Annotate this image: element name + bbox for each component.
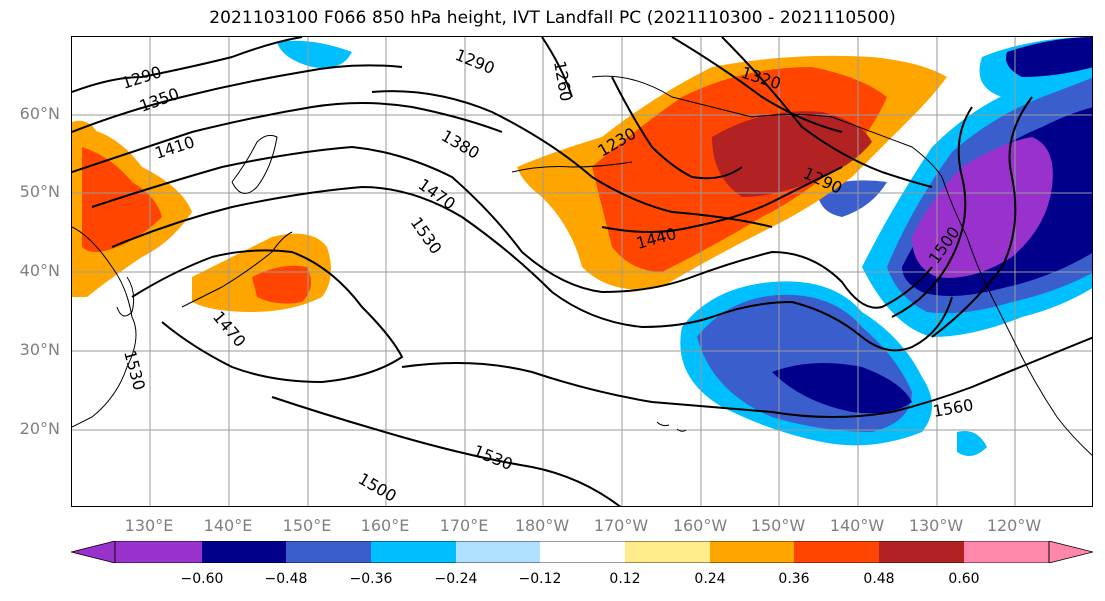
lat-label-40n: 40°N bbox=[19, 261, 60, 280]
colorbar-bin bbox=[202, 541, 286, 563]
colorbar-tick-label: −0.24 bbox=[434, 571, 478, 587]
na-west-coast bbox=[941, 176, 1092, 456]
contour-label: 1530 bbox=[471, 441, 516, 474]
map-svg: 1290 1350 1410 1290 1260 1320 1380 1230 … bbox=[72, 37, 1092, 506]
colorbar-bin bbox=[456, 541, 540, 563]
colorbar-bin bbox=[540, 541, 625, 563]
colorbar-tick-label: −0.36 bbox=[349, 571, 393, 587]
alaska-coast bbox=[591, 75, 943, 178]
colorbar-frame bbox=[114, 541, 1050, 563]
colorbar-tick-label: 0.36 bbox=[778, 571, 810, 587]
contour-1530-south bbox=[271, 396, 621, 506]
hawaii bbox=[656, 421, 687, 432]
contour-label: 1500 bbox=[355, 469, 400, 506]
contour-label: 1350 bbox=[137, 84, 182, 116]
colorbar-bin bbox=[286, 541, 371, 563]
colorbar-bin bbox=[794, 541, 879, 563]
lon-label-150w: 150°W bbox=[750, 516, 806, 535]
lon-label-140e: 140°E bbox=[203, 516, 253, 535]
contour-1470 bbox=[91, 145, 933, 309]
lon-label-160w: 160°W bbox=[672, 516, 728, 535]
contour-1560 bbox=[401, 336, 1092, 418]
colorbar-tick-label: 0.24 bbox=[694, 571, 726, 587]
lon-label-160e: 160°E bbox=[360, 516, 410, 535]
lat-label-20n: 20°N bbox=[19, 419, 60, 438]
ivt-neg-east-purple bbox=[912, 137, 1053, 278]
colorbar-tick-label: 0.12 bbox=[609, 571, 641, 587]
japan-coast bbox=[181, 231, 293, 308]
lat-label-30n: 30°N bbox=[19, 340, 60, 359]
colorbar-extend-high bbox=[1048, 541, 1093, 563]
colorbar-bin bbox=[710, 541, 794, 563]
colorbar-bin bbox=[879, 541, 964, 563]
ivt-neg-dark bbox=[772, 363, 912, 414]
ivt-pos-west-tip bbox=[72, 120, 97, 148]
contour-east-ridge-1 bbox=[891, 106, 973, 318]
lat-label-60n: 60°N bbox=[19, 104, 60, 123]
contour-1230 bbox=[611, 76, 743, 180]
ivt-neg-small-1 bbox=[277, 40, 352, 68]
contour-1440 bbox=[601, 166, 843, 233]
ivt-neg-small-2 bbox=[957, 431, 987, 456]
contour-1530-west bbox=[131, 249, 404, 384]
ivt-neg-north-dark bbox=[1006, 37, 1092, 77]
asia-coast bbox=[72, 226, 137, 428]
colorbar bbox=[71, 541, 1093, 563]
colorbar-bin bbox=[115, 541, 202, 563]
aleutian-chain bbox=[511, 161, 633, 173]
contour-1380 bbox=[371, 90, 773, 228]
colorbar-tick-label: −0.12 bbox=[518, 571, 562, 587]
contour-label: 1290 bbox=[119, 62, 164, 93]
contour-label: 1380 bbox=[438, 126, 483, 163]
gridlines bbox=[72, 37, 1092, 506]
lon-label-140w: 140°W bbox=[829, 516, 885, 535]
contour-1260 bbox=[541, 37, 573, 98]
contour-1350 bbox=[72, 64, 403, 133]
lon-label-120w: 120°W bbox=[986, 516, 1042, 535]
contour-label: 1530 bbox=[407, 213, 446, 257]
korea-coast bbox=[116, 276, 135, 317]
contour-1290-west bbox=[72, 37, 303, 93]
lon-label-150e: 150°E bbox=[282, 516, 332, 535]
height-contours bbox=[72, 37, 1092, 506]
colorbar-tick-label: 0.60 bbox=[948, 571, 980, 587]
contour-label: 1470 bbox=[415, 175, 459, 214]
colorbar-bin bbox=[964, 541, 1049, 563]
contour-label: 1530 bbox=[120, 348, 149, 392]
colorbar-tick-label: −0.60 bbox=[180, 571, 224, 587]
map-title: 2021103100 F066 850 hPa height, IVT Land… bbox=[209, 8, 896, 28]
lon-label-180w: 180°W bbox=[514, 516, 570, 535]
ivt-pos-pacific-darkred bbox=[712, 111, 872, 197]
contour-1320 bbox=[671, 37, 843, 133]
lon-label-130w: 130°W bbox=[908, 516, 964, 535]
contour-label: 1410 bbox=[152, 132, 197, 163]
lon-label-170w: 170°W bbox=[593, 516, 649, 535]
colorbar-bin bbox=[371, 541, 456, 563]
lat-label-50n: 50°N bbox=[19, 182, 60, 201]
colorbar-extend-low bbox=[71, 541, 116, 563]
colorbar-bin bbox=[625, 541, 710, 563]
contour-label: 1260 bbox=[550, 59, 576, 102]
colorbar-tick-label: −0.48 bbox=[264, 571, 308, 587]
ivt-pos-japan-red bbox=[252, 265, 311, 304]
kamchatka-coast bbox=[231, 134, 278, 194]
contour-east-ridge-2 bbox=[931, 96, 1033, 338]
colorbar-tick-label: 0.48 bbox=[863, 571, 895, 587]
ivt-pos-asia-red bbox=[82, 147, 162, 252]
contour-1410 bbox=[72, 102, 503, 173]
contour-1290-east bbox=[721, 37, 933, 188]
map-panel: 1290 1350 1410 1290 1260 1320 1380 1230 … bbox=[71, 36, 1093, 507]
lon-label-170e: 170°E bbox=[439, 516, 489, 535]
contour-label: 1290 bbox=[453, 45, 498, 78]
coastlines bbox=[72, 75, 1092, 456]
lon-label-130e: 130°E bbox=[124, 516, 174, 535]
contour-1500 bbox=[111, 185, 953, 352]
